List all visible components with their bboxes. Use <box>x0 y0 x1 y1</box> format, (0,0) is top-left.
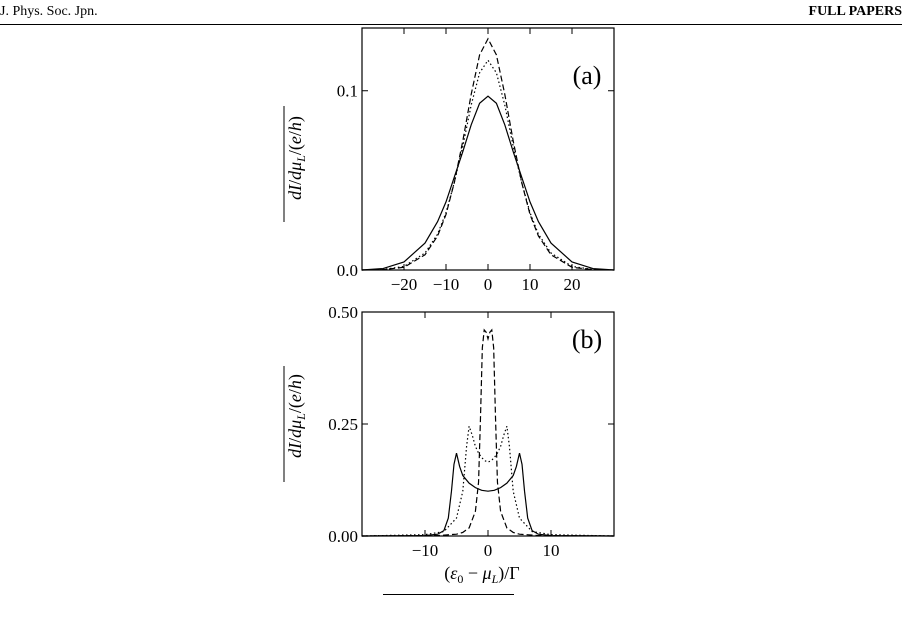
x-tick-label: −10 <box>433 275 460 294</box>
chart-panel-b: dI/dμL/(e/h) −10 0 10 0.00 0.25 0.50 (b) (ε0 … <box>283 303 615 586</box>
x-tick-label: 0 <box>484 275 493 294</box>
y-tick-label: 0.50 <box>328 303 358 322</box>
x-tick-label: 0 <box>484 541 493 560</box>
section-title: FULL PAPERS <box>808 4 902 19</box>
x-tick-label: −10 <box>412 541 439 560</box>
series-line-dashed <box>361 37 615 271</box>
panel-label: (a) <box>573 61 602 90</box>
y-tick-label: 0.00 <box>328 527 358 546</box>
y-tick-label: 0.0 <box>337 261 358 280</box>
y-tick-label: 0.25 <box>328 415 358 434</box>
x-tick-label: 20 <box>564 275 581 294</box>
header-rule <box>0 24 902 25</box>
series-line-dotted <box>361 59 615 271</box>
series-line-dashed <box>361 328 615 537</box>
y-axis-label: dI/dμL/(e/h) <box>285 374 308 458</box>
chart-panel-a: dI/dμL/(e/h) −20 −10 0 10 20 0.0 0.1 (a) <box>283 27 615 294</box>
footnote-rule <box>383 594 514 595</box>
series-line-solid <box>361 452 615 537</box>
x-tick-label: 10 <box>543 541 560 560</box>
x-axis-label: (ε0 − μL)/Γ <box>444 563 519 586</box>
y-axis-label: dI/dμL/(e/h) <box>285 116 308 200</box>
y-tick-label: 0.1 <box>337 82 358 101</box>
x-tick-label: −20 <box>391 275 418 294</box>
x-tick-label: 10 <box>522 275 539 294</box>
series-line-solid <box>361 95 615 271</box>
series-line-dotted <box>361 426 615 537</box>
journal-name: J. Phys. Soc. Jpn. <box>0 4 98 19</box>
panel-label: (b) <box>572 325 602 354</box>
